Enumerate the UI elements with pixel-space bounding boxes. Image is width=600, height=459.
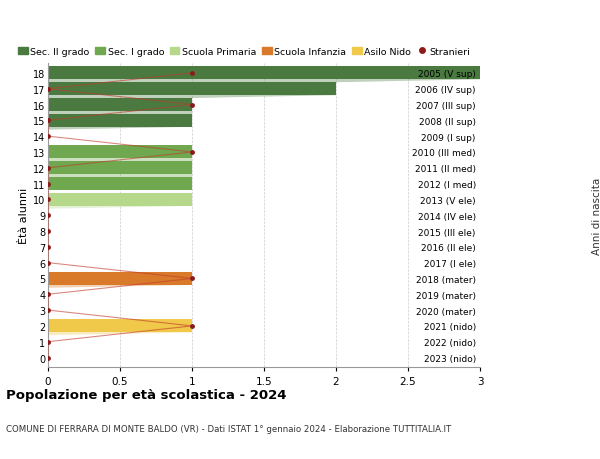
Bar (48, 272, 192, 285)
Polygon shape (48, 67, 480, 143)
Polygon shape (48, 272, 192, 317)
Bar (48, 99, 192, 112)
Bar (48, 146, 192, 159)
Bar (48, 83, 336, 96)
Polygon shape (48, 194, 192, 269)
Bar (48, 320, 192, 333)
Polygon shape (48, 320, 192, 364)
Bar (48, 162, 192, 175)
Bar (48, 194, 192, 207)
Text: Anni di nascita: Anni di nascita (592, 177, 600, 254)
Bar (48, 178, 192, 190)
Polygon shape (48, 146, 192, 190)
Text: COMUNE DI FERRARA DI MONTE BALDO (VR) - Dati ISTAT 1° gennaio 2024 - Elaborazion: COMUNE DI FERRARA DI MONTE BALDO (VR) - … (6, 425, 451, 434)
Legend: Sec. II grado, Sec. I grado, Scuola Primaria, Scuola Infanzia, Asilo Nido, Stran: Sec. II grado, Sec. I grado, Scuola Prim… (18, 48, 470, 56)
Bar (48, 115, 192, 128)
Text: Popolazione per età scolastica - 2024: Popolazione per età scolastica - 2024 (6, 388, 287, 401)
Y-axis label: Ètà alunni: Ètà alunni (19, 188, 29, 244)
Bar (48, 67, 480, 80)
